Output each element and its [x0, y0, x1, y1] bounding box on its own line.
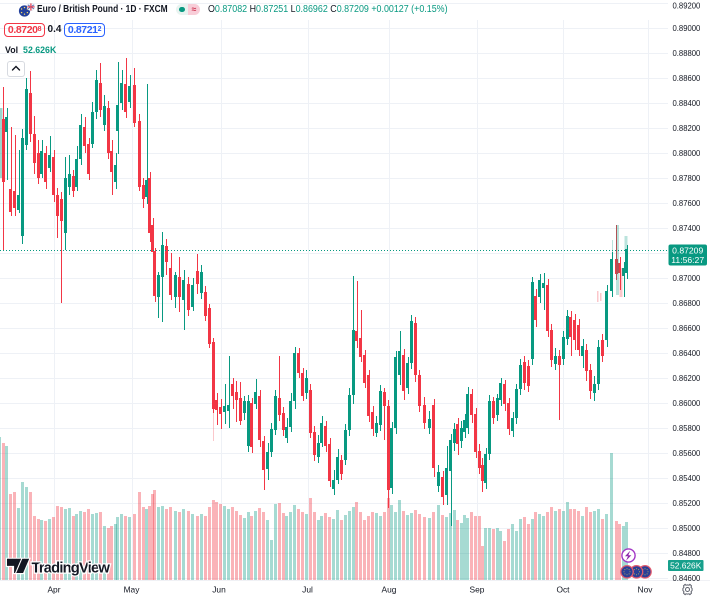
svg-text:11:56:27: 11:56:27 [671, 255, 704, 265]
svg-text:TradingView: TradingView [32, 560, 111, 576]
svg-text:0.88200: 0.88200 [673, 123, 701, 133]
svg-text:Sep: Sep [470, 585, 485, 595]
svg-text:0.86200: 0.86200 [673, 373, 701, 383]
svg-text:Jul: Jul [302, 585, 313, 595]
svg-text:0.88600: 0.88600 [673, 73, 701, 83]
svg-text:0.87600: 0.87600 [673, 198, 701, 208]
svg-text:0.87400: 0.87400 [673, 223, 701, 233]
svg-text:0.88800: 0.88800 [673, 48, 701, 58]
svg-text:May: May [124, 585, 141, 595]
svg-text:0.86800: 0.86800 [673, 298, 701, 308]
svg-text:Apr: Apr [47, 585, 60, 595]
svg-text:0.88000: 0.88000 [673, 148, 701, 158]
svg-text:0.84800: 0.84800 [673, 548, 701, 558]
svg-text:0.85000: 0.85000 [673, 523, 701, 533]
svg-text:0.86000: 0.86000 [673, 398, 701, 408]
svg-text:0.86400: 0.86400 [673, 348, 701, 358]
svg-text:0.87800: 0.87800 [673, 173, 701, 183]
svg-text:0.86600: 0.86600 [673, 323, 701, 333]
svg-text:52.626K: 52.626K [670, 561, 702, 571]
svg-text:0.88400: 0.88400 [673, 98, 701, 108]
svg-text:0.85800: 0.85800 [673, 423, 701, 433]
svg-text:0.85400: 0.85400 [673, 473, 701, 483]
svg-text:0.84600: 0.84600 [673, 573, 701, 583]
svg-text:0.89200: 0.89200 [673, 1, 701, 11]
svg-text:0.87209: 0.87209 [672, 245, 703, 255]
svg-text:0.85600: 0.85600 [673, 448, 701, 458]
svg-text:0.85200: 0.85200 [673, 498, 701, 508]
svg-text:Oct: Oct [556, 585, 570, 595]
svg-text:Aug: Aug [382, 585, 397, 595]
svg-text:Jun: Jun [212, 585, 226, 595]
svg-text:0.87000: 0.87000 [673, 273, 701, 283]
svg-text:Nov: Nov [638, 585, 654, 595]
svg-text:0.89000: 0.89000 [673, 23, 701, 33]
